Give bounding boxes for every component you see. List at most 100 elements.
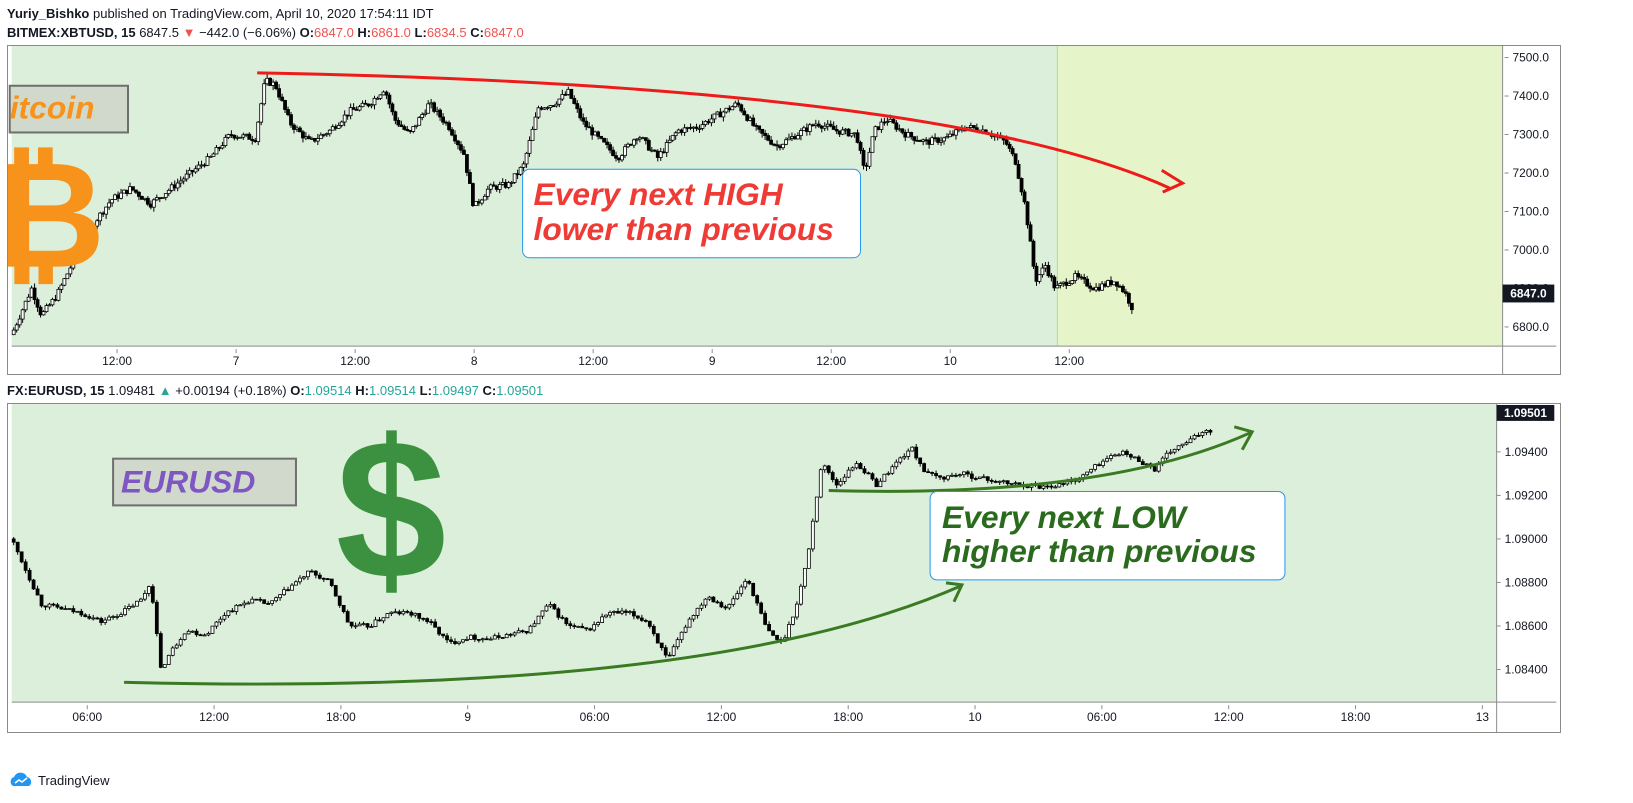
xbtusd-candle — [372, 95, 377, 110]
eurusd-label-box: EURUSD — [112, 457, 297, 507]
xbtusd-candle — [163, 193, 168, 201]
xbtusd-candle — [506, 180, 511, 190]
xbtusd-price-axis[interactable]: 7500.07400.07300.07200.07100.07000.06900… — [1504, 51, 1550, 334]
eurusd-candle — [421, 617, 426, 622]
xbtusd-candle — [581, 113, 586, 125]
xbtusd-time-axis[interactable]: 12:00 7 12:00 8 12:00 9 12:00 10 12:00 — [102, 349, 1085, 368]
eurusd-candle — [898, 456, 903, 465]
eurusd-candle — [767, 621, 771, 632]
eurusd-candle — [981, 474, 986, 479]
eurusd-candle — [962, 471, 966, 478]
xbtusd-candle — [572, 95, 577, 105]
eurusd-close: 1.09501 — [496, 383, 544, 398]
xbtusd-candle — [399, 120, 404, 128]
eurusd-candle — [632, 608, 636, 620]
xbtusd-candle — [1088, 282, 1093, 293]
eurusd-candle — [488, 636, 493, 641]
eurusd-y-tick: 1.09000 — [1505, 532, 1548, 546]
xbtusd-candle — [459, 141, 463, 154]
eurusd-candle — [222, 612, 227, 622]
xbtusd-candle — [664, 139, 669, 157]
xbtusd-candle — [694, 123, 699, 132]
xbtusd-candle — [858, 140, 863, 154]
xbtusd-candle — [560, 89, 565, 101]
xbtusd-candle — [1022, 189, 1027, 205]
xbtusd-candle — [301, 129, 305, 143]
xbtusd-candle — [766, 133, 770, 142]
eurusd-candle — [799, 583, 803, 606]
xbtusd-candle — [286, 106, 290, 117]
xbtusd-candle — [1112, 281, 1116, 286]
author-name[interactable]: Yuriy_Bishko — [7, 6, 90, 21]
eurusd-candle — [759, 601, 764, 615]
eurusd-candle — [1117, 453, 1121, 457]
bitcoin-label-box: itcoin — [8, 84, 129, 134]
future-zone — [1057, 46, 1503, 347]
eurusd-candle — [532, 620, 537, 628]
xbtusd-candle — [757, 125, 762, 133]
bitcoin-icon: ₿ — [7, 132, 105, 299]
xbtusd-candle — [524, 151, 529, 168]
eurusd-candle — [389, 611, 394, 617]
xbtusd-candle — [485, 185, 490, 200]
eurusd-candle — [771, 630, 775, 636]
xbtusd-candle — [223, 134, 228, 148]
eurusd-candle — [651, 624, 656, 637]
eurusd-candle — [186, 629, 191, 635]
eurusd-candle — [35, 585, 40, 596]
eurusd-candle — [838, 478, 843, 487]
xbtusd-symbol[interactable]: BITMEX:XBTUSD, 15 — [7, 25, 136, 40]
tradingview-footer[interactable]: TradingView — [8, 772, 110, 788]
xbtusd-legend: BITMEX:XBTUSD, 15 6847.5 ▼ −442.0 (−6.06… — [7, 25, 524, 40]
eurusd-candle — [882, 473, 887, 482]
eurusd-candle — [1013, 480, 1018, 486]
xbtusd-candle — [652, 149, 657, 153]
xbtusd-candle — [23, 300, 28, 313]
eurusd-candle — [1192, 433, 1197, 441]
xbtusd-candle — [536, 105, 541, 119]
eurusd-symbol[interactable]: FX:EURUSD, 15 — [7, 383, 105, 398]
xbtusd-x-tick: 8 — [471, 354, 478, 368]
eurusd-candle — [727, 603, 732, 611]
xbtusd-candle — [247, 132, 252, 140]
eurusd-candle — [1208, 428, 1213, 436]
eurusd-candle — [341, 604, 346, 614]
xbtusd-open: 6847.0 — [314, 25, 354, 40]
eurusd-time-axis[interactable]: 06:00 12:00 18:00 9 06:00 12:00 18:00 10 06:00 12… — [72, 705, 1489, 724]
xbtusd-chart[interactable]: itcoin ₿ Every next HIGH lower than prev… — [7, 45, 1561, 375]
eurusd-candle — [226, 610, 231, 618]
eurusd-candle — [294, 580, 298, 586]
xbtusd-candle — [840, 126, 845, 136]
eurusd-candle — [1128, 453, 1133, 461]
xbtusd-candle — [473, 201, 478, 206]
eurusd-candle — [95, 616, 100, 620]
eurusd-candle — [373, 616, 378, 628]
xbtusd-candle — [17, 314, 22, 328]
eurusd-candle — [1140, 459, 1145, 466]
eurusd-candle — [930, 471, 934, 477]
xbtusd-candle — [742, 107, 747, 116]
eurusd-x-tick: 13 — [1476, 710, 1490, 724]
eurusd-chart[interactable]: EURUSD $ Every next LOW higher than prev… — [7, 403, 1561, 733]
eurusd-price-axis[interactable]: 1.09400 1.09200 1.09000 1.08800 1.08600 1.084… — [1496, 445, 1548, 677]
eurusd-candle — [461, 639, 465, 644]
eurusd-candle — [349, 621, 354, 629]
xbtusd-candle — [667, 135, 672, 144]
xbtusd-candle — [497, 181, 502, 194]
xbtusd-candle — [74, 253, 79, 263]
eurusd-candle — [484, 636, 489, 641]
eurusd-candle — [973, 476, 978, 481]
eurusd-candle — [429, 618, 434, 626]
xbtusd-candle — [873, 125, 878, 141]
xbtusd-candle — [900, 128, 905, 135]
eurusd-y-tick: 1.08800 — [1505, 575, 1548, 589]
xbtusd-candle — [971, 125, 976, 130]
xbtusd-candle — [769, 135, 773, 146]
eurusd-candle — [262, 599, 267, 605]
eurusd-candle — [608, 610, 612, 619]
xbtusd-candle — [86, 224, 91, 245]
eurusd-candle — [139, 597, 143, 602]
eurusd-candle — [802, 567, 807, 589]
xbtusd-candle — [1007, 141, 1012, 152]
eurusd-candle — [214, 621, 219, 629]
